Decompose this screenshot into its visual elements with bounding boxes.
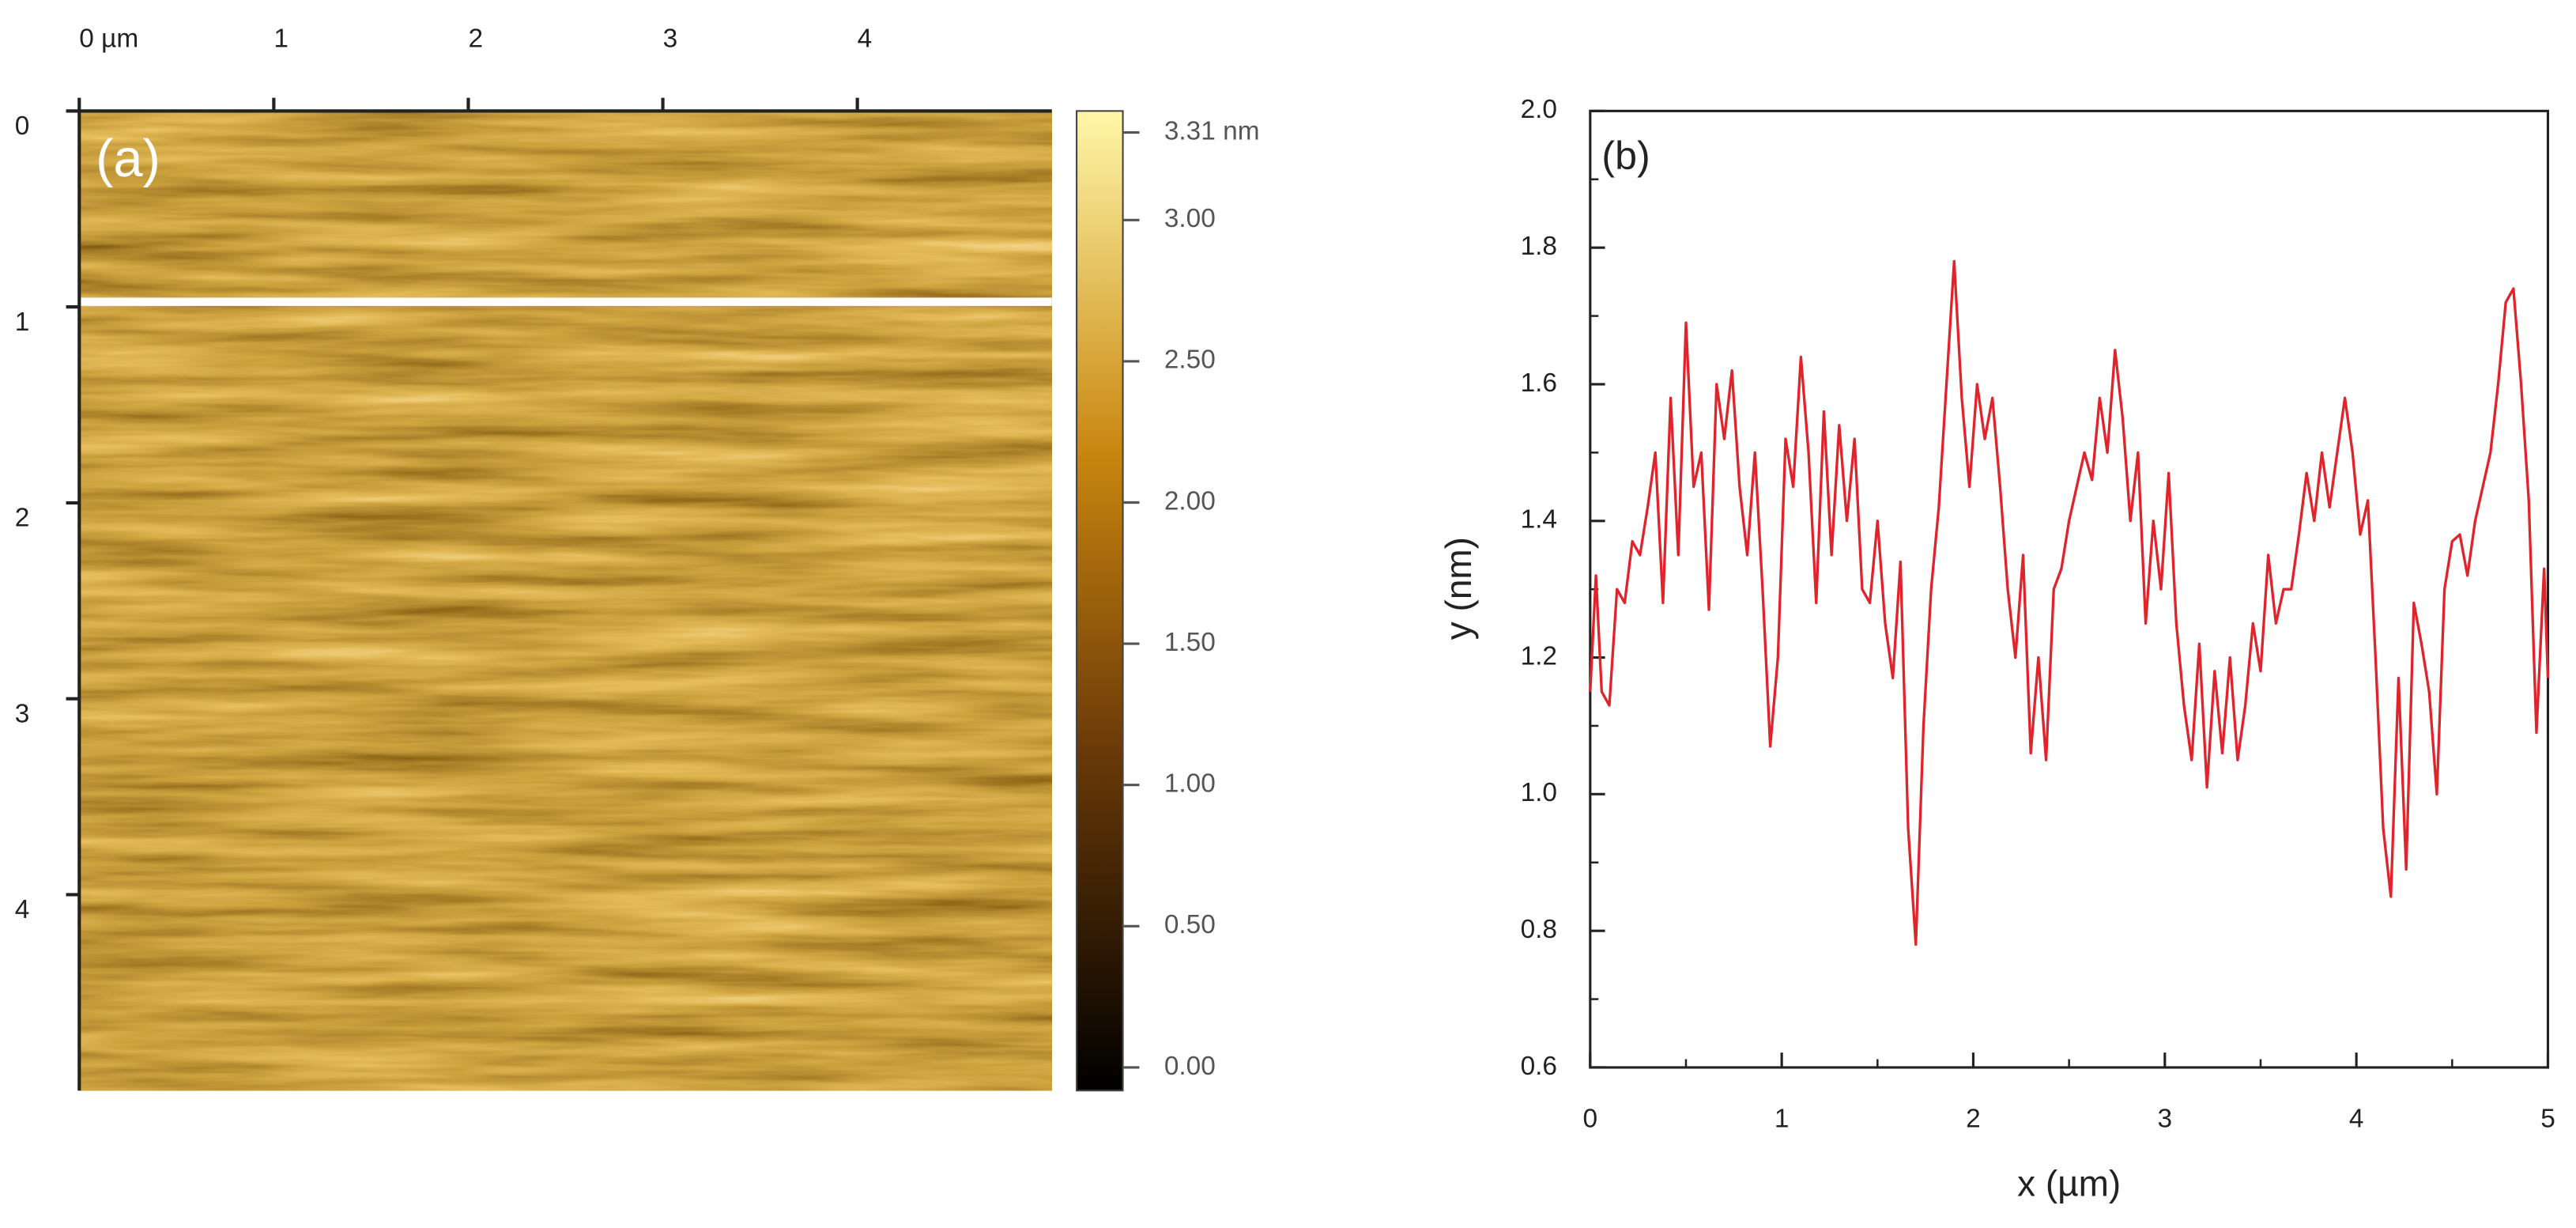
x-tick-label: 4 (2349, 1105, 2364, 1134)
x-tick-label: 2 (1966, 1105, 1981, 1134)
colorbar-tick-label: 1.50 (1164, 628, 1216, 657)
y-tick-label: 1.8 (1521, 232, 1557, 261)
colorbar-tick-label: 0.50 (1164, 910, 1216, 939)
x-axis-label: x (µm) (2017, 1163, 2121, 1204)
y-tick-label: 0 (15, 111, 30, 141)
colorbar-tick-label: 3.31 nm (1164, 116, 1260, 145)
panel-label: (b) (1601, 134, 1650, 178)
panel-label: (a) (96, 129, 160, 188)
colorbar (1076, 110, 1124, 1092)
x-tick-label: 3 (2158, 1105, 2173, 1134)
x-tick-label: 0 (1583, 1105, 1598, 1134)
x-tick-label: 1 (1775, 1105, 1790, 1134)
y-axis-label: y (nm) (1438, 537, 1479, 640)
y-tick-label: 1.0 (1521, 778, 1557, 807)
colorbar-tick-label: 2.50 (1164, 346, 1216, 375)
y-tick-label: 1.6 (1521, 368, 1557, 398)
y-tick-label: 1 (15, 308, 30, 337)
y-tick-label: 2.0 (1521, 95, 1557, 124)
profile-line (1589, 259, 2550, 947)
y-tick-label: 4 (15, 895, 30, 924)
panel-a: (a) (79, 111, 1052, 1091)
afm-image (79, 111, 1052, 1091)
x-tick-label: 3 (663, 24, 678, 53)
y-tick-label: 2 (15, 504, 30, 533)
x-tick-label: 2 (468, 24, 483, 53)
colorbar-tick-label: 3.00 (1164, 204, 1216, 233)
y-tick-label: 1.2 (1521, 641, 1557, 671)
y-tick-label: 0.8 (1521, 915, 1557, 944)
x-tick-label: 0 µm (79, 24, 138, 53)
x-tick-label: 1 (273, 24, 289, 53)
x-tick-label: 4 (858, 24, 873, 53)
profile-line (79, 297, 1052, 306)
y-tick-label: 0.6 (1521, 1052, 1557, 1081)
colorbar-tick-label: 0.00 (1164, 1052, 1216, 1081)
x-tick-label: 5 (2540, 1105, 2555, 1134)
colorbar-tick-label: 2.00 (1164, 486, 1216, 516)
y-tick-label: 1.4 (1521, 505, 1557, 535)
colorbar-tick-label: 1.00 (1164, 769, 1216, 799)
y-tick-label: 3 (15, 699, 30, 728)
plot-frame (1589, 109, 2550, 1069)
